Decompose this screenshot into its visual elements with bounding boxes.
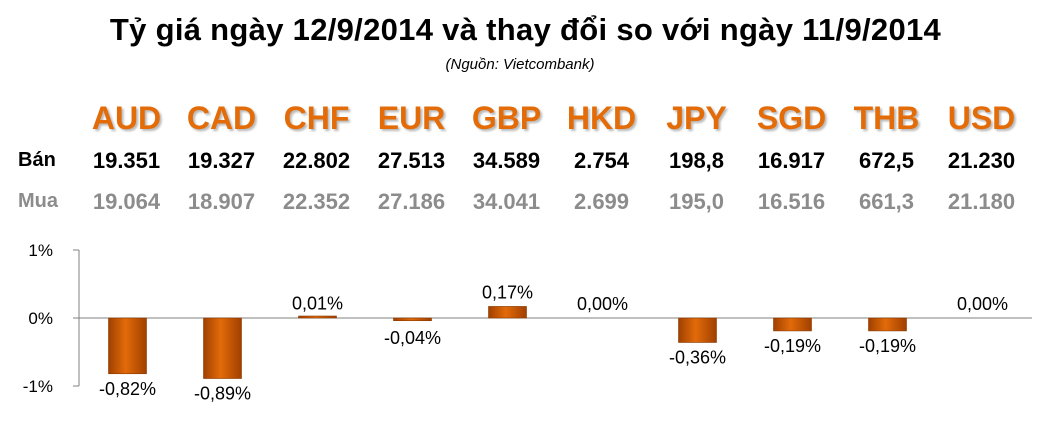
sell-rate: 21.230	[947, 148, 1016, 173]
sell-rate: 19.351	[92, 148, 161, 173]
source-note: (Nguồn: Vietcombank)	[445, 56, 595, 73]
sell-rate: 22.802	[282, 148, 351, 173]
bar-eur	[393, 317, 432, 322]
data-label: 0,00%	[577, 294, 628, 314]
data-label: -0,19%	[859, 336, 916, 356]
bar-aud	[108, 317, 147, 375]
currency-code: EUR	[377, 100, 446, 136]
currency-code: USD	[947, 100, 1016, 136]
data-label: -0,36%	[669, 347, 726, 367]
buy-row-label: Mua	[18, 190, 58, 212]
sell-rate: 16.917	[757, 148, 826, 173]
y-tick-label: 1%	[28, 241, 53, 260]
bar-gbp	[488, 306, 527, 319]
currency-code: JPY	[666, 100, 727, 136]
data-label: -0,04%	[384, 328, 441, 348]
buy-rate: 34.041	[472, 189, 541, 214]
currency-code: AUD	[91, 100, 162, 136]
buy-rate: 27.186	[377, 189, 446, 214]
currency-code: CHF	[283, 100, 350, 136]
buy-rate: 21.180	[947, 189, 1016, 214]
buy-rate: 661,3	[858, 189, 915, 214]
buy-rate: 18.907	[187, 189, 256, 214]
buy-rate: 22.352	[282, 189, 351, 214]
currency-code: CAD	[186, 100, 257, 136]
buy-rate: 19.064	[92, 189, 161, 214]
buy-rate: 2.699	[573, 189, 630, 214]
page-title: Tỷ giá ngày 12/9/2014 và thay đổi so với…	[109, 12, 942, 47]
y-tick-label: -1%	[23, 377, 53, 396]
currency-code: GBP	[471, 100, 542, 136]
data-label: 0,17%	[482, 282, 533, 302]
y-tick-label: 0%	[28, 309, 53, 328]
sell-rate: 34.589	[472, 148, 541, 173]
sell-rate: 198,8	[668, 148, 725, 173]
data-label: -0,89%	[194, 384, 251, 404]
currency-code: THB	[853, 100, 920, 136]
bar-jpy	[678, 317, 717, 343]
sell-rate: 2.754	[573, 148, 630, 173]
data-label: 0,00%	[957, 294, 1008, 314]
data-label: -0,82%	[99, 379, 156, 399]
bar-chf	[298, 315, 337, 319]
sell-rate: 19.327	[187, 148, 256, 173]
currency-code: HKD	[566, 100, 637, 136]
sell-row-label: Bán	[18, 149, 56, 171]
change-bar-chart: 1% 0% -1% -0,82% -0,89% 0,01% -0,04% 0,17% 0,00%…	[23, 241, 1032, 404]
sell-rate: 672,5	[858, 148, 915, 173]
bar-sgd	[773, 317, 812, 332]
data-label: 0,01%	[292, 293, 343, 313]
currency-code: SGD	[756, 100, 827, 136]
buy-rate: 195,0	[668, 189, 725, 214]
sell-rate: 27.513	[377, 148, 446, 173]
bar-thb	[868, 317, 907, 332]
buy-rate: 16.516	[757, 189, 826, 214]
data-label: -0,19%	[764, 336, 821, 356]
bar-cad	[203, 317, 242, 379]
